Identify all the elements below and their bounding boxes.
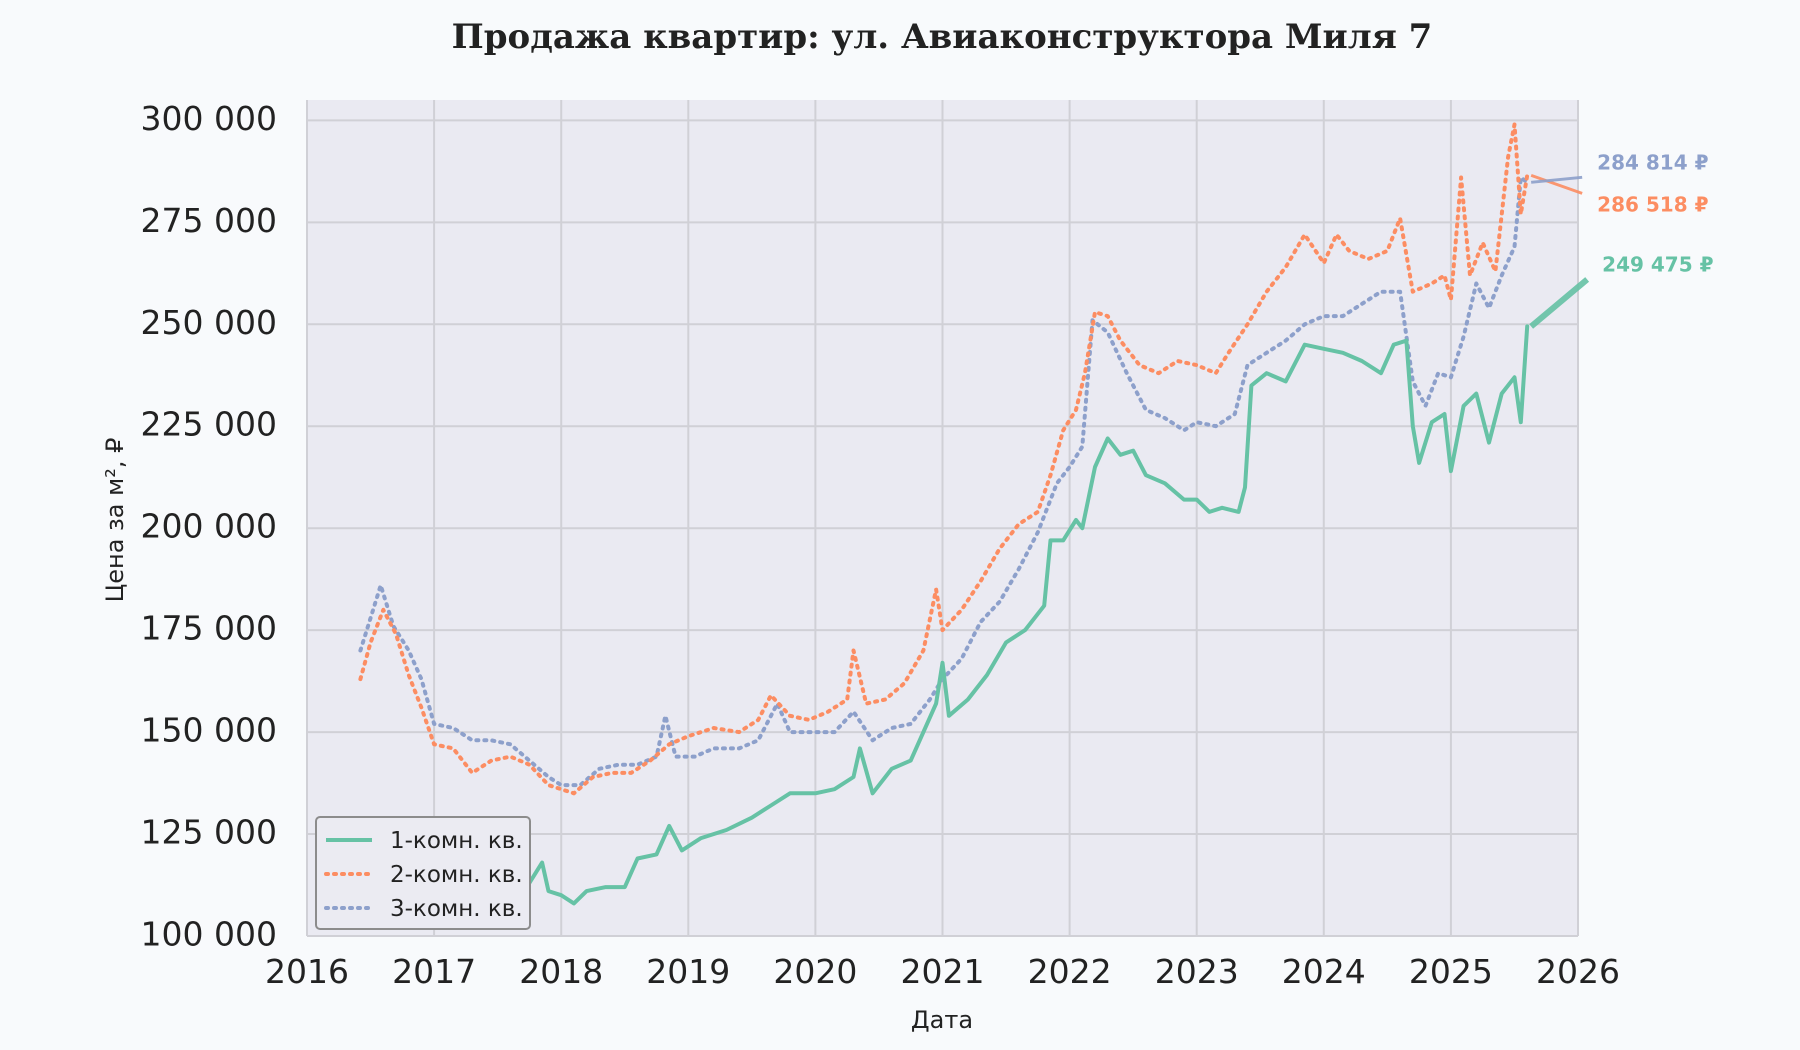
last-value-label: 284 814 ₽: [1597, 150, 1708, 174]
x-tick-label: 2019: [646, 952, 730, 991]
y-tick-label: 275 000: [141, 201, 277, 240]
y-tick-label: 250 000: [141, 303, 277, 342]
x-tick-label: 2021: [901, 952, 985, 991]
y-axis-ticks: 100 000 125 000 150 000 175 000 200 000 225 0…: [141, 99, 277, 954]
grid-lines: [306, 100, 1579, 937]
y-tick-label: 200 000: [141, 507, 277, 546]
last-value-label: 286 518 ₽: [1597, 192, 1708, 216]
annotation-arrow: [1530, 173, 1583, 195]
annotation-arrow: [1531, 175, 1583, 184]
y-tick-label: 125 000: [141, 813, 277, 852]
series-line-3room: [358, 175, 1530, 788]
series-line-1room: [358, 324, 1530, 906]
x-axis-ticks: 2016 2017 2018 2019 2020 2021 2022 2023 2024 2025…: [265, 952, 1620, 991]
y-tick-label: 225 000: [141, 405, 277, 444]
x-tick-label: 2025: [1409, 952, 1493, 991]
series-layer: [358, 122, 1530, 906]
x-tick-label: 2016: [265, 952, 349, 991]
annotation-arrow: [1529, 277, 1590, 329]
legend-label-2room: 2-комн. кв.: [390, 862, 523, 888]
x-tick-label: 2022: [1028, 952, 1112, 991]
legend-label-1room: 1-комн. кв.: [390, 828, 523, 854]
legend-box: [315, 816, 531, 930]
x-tick-label: 2023: [1155, 952, 1239, 991]
chart-title: Продажа квартир: ул. Авиаконструктора Ми…: [452, 17, 1433, 57]
x-tick-label: 2026: [1536, 952, 1620, 991]
last-value-annotations: 249 475 ₽ 286 518 ₽ 284 814 ₽: [1529, 150, 1714, 329]
y-axis-label: Цена за м², ₽: [101, 438, 129, 603]
last-value-label: 249 475 ₽: [1602, 252, 1713, 276]
y-tick-label: 175 000: [141, 609, 277, 648]
y-tick-label: 150 000: [141, 711, 277, 750]
y-tick-label: 100 000: [141, 915, 277, 954]
series-line-2room: [358, 122, 1530, 796]
y-tick-label: 300 000: [141, 99, 277, 138]
x-axis-label: Дата: [911, 1006, 973, 1034]
legend: 1-комн. кв. 2-комн. кв. 3-комн. кв.: [315, 816, 531, 930]
x-tick-label: 2024: [1282, 952, 1366, 991]
x-tick-label: 2017: [392, 952, 476, 991]
x-tick-label: 2018: [519, 952, 603, 991]
legend-label-3room: 3-комн. кв.: [390, 896, 523, 922]
x-tick-label: 2020: [773, 952, 857, 991]
